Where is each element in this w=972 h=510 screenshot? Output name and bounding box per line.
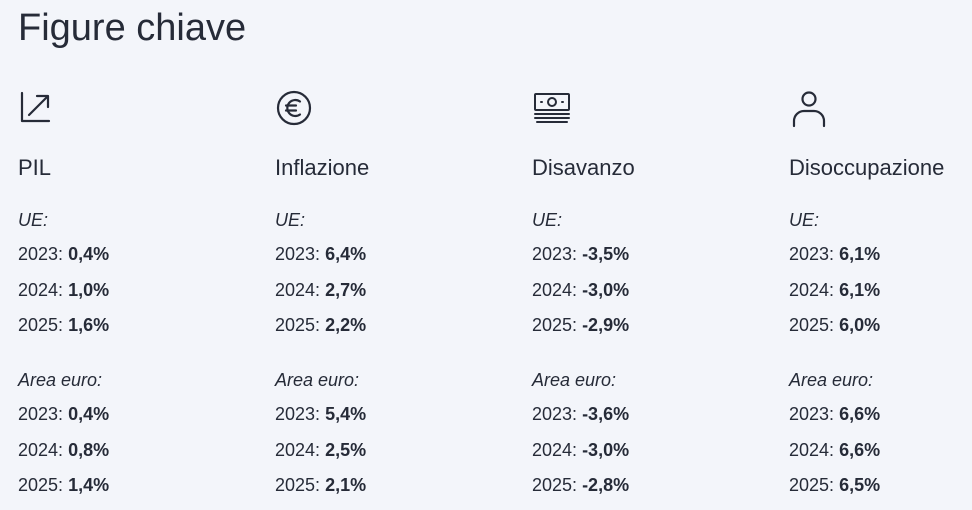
figure-value: 6,5%: [839, 475, 881, 495]
figure-row: 2024: -3,0%: [532, 278, 629, 302]
figure-value: 6,1%: [839, 280, 881, 300]
figure-value: 1,4%: [68, 475, 110, 495]
figure-value: -3,5%: [582, 244, 630, 264]
figure-year: 2023:: [18, 244, 64, 264]
figure-row: 2025: 2,1%: [275, 473, 366, 497]
figure-value: 6,6%: [839, 440, 881, 460]
figure-value: 6,4%: [325, 244, 367, 264]
group-label-eu: UE:: [275, 210, 306, 230]
figure-year: 2023:: [532, 404, 578, 424]
person-icon: [789, 88, 829, 128]
figure-year: 2023:: [789, 404, 835, 424]
figure-value: -2,9%: [582, 315, 630, 335]
figure-value: 0,4%: [68, 404, 110, 424]
figure-row: 2025: -2,9%: [532, 313, 629, 337]
figure-row: 2024: 6,1%: [789, 278, 880, 302]
group-label-euro-area: Area euro:: [789, 370, 874, 390]
figure-year: 2024:: [789, 280, 835, 300]
figure-row: 2025: 1,4%: [18, 473, 109, 497]
banknote-stack-icon: [532, 88, 572, 128]
key-figure-title: Inflazione: [275, 155, 370, 180]
group-label-euro-area: Area euro:: [532, 370, 617, 390]
figure-value: 6,6%: [839, 404, 881, 424]
figure-row: 2023: 6,1%: [789, 242, 880, 266]
figure-row: 2025: 6,5%: [789, 473, 880, 497]
figure-year: 2025:: [789, 315, 835, 335]
key-figure-title: PIL: [18, 155, 52, 180]
figure-value: 0,4%: [68, 244, 110, 264]
figure-row: 2023: -3,5%: [532, 242, 629, 266]
figure-year: 2023:: [18, 404, 64, 424]
figure-row: 2025: 1,6%: [18, 313, 109, 337]
figure-year: 2025:: [532, 475, 578, 495]
figure-value: 1,0%: [68, 280, 110, 300]
figure-row: 2023: 6,4%: [275, 242, 366, 266]
group-label-eu: UE:: [532, 210, 563, 230]
figure-year: 2025:: [789, 475, 835, 495]
key-figure-title: Disoccupazione: [789, 155, 945, 180]
figure-row: 2024: 6,6%: [789, 438, 880, 462]
figure-year: 2023:: [275, 244, 321, 264]
figure-year: 2024:: [18, 280, 64, 300]
figure-row: 2023: 6,6%: [789, 402, 880, 426]
figure-row: 2024: 2,7%: [275, 278, 366, 302]
figure-value: 2,5%: [325, 440, 367, 460]
figure-row: 2023: 0,4%: [18, 242, 109, 266]
figure-row: 2025: 2,2%: [275, 313, 366, 337]
group-label-eu: UE:: [789, 210, 820, 230]
figure-year: 2025:: [275, 475, 321, 495]
figure-year: 2023:: [275, 404, 321, 424]
figure-year: 2024:: [532, 440, 578, 460]
figure-value: -3,0%: [582, 280, 630, 300]
figure-year: 2023:: [789, 244, 835, 264]
figure-value: 5,4%: [325, 404, 367, 424]
figure-row: 2024: 1,0%: [18, 278, 109, 302]
group-label-eu: UE:: [18, 210, 49, 230]
figure-row: 2025: 6,0%: [789, 313, 880, 337]
figure-year: 2024:: [532, 280, 578, 300]
group-label-euro-area: Area euro:: [18, 370, 103, 390]
figure-year: 2024:: [275, 280, 321, 300]
figure-row: 2024: 2,5%: [275, 438, 366, 462]
euro-coin-icon: [275, 88, 315, 128]
figure-year: 2024:: [18, 440, 64, 460]
figure-value: 6,0%: [839, 315, 881, 335]
figure-row: 2024: 0,8%: [18, 438, 109, 462]
figure-value: 2,2%: [325, 315, 367, 335]
figure-value: 2,1%: [325, 475, 367, 495]
figure-year: 2024:: [275, 440, 321, 460]
figure-value: 0,8%: [68, 440, 110, 460]
figure-value: 2,7%: [325, 280, 367, 300]
page-title: Figure chiave: [18, 7, 247, 49]
figure-year: 2025:: [18, 475, 64, 495]
key-figure-title: Disavanzo: [532, 155, 635, 180]
growth-arrow-icon: [18, 88, 58, 128]
figure-year: 2023:: [532, 244, 578, 264]
figure-row: 2023: -3,6%: [532, 402, 629, 426]
figure-year: 2025:: [275, 315, 321, 335]
figure-row: 2023: 5,4%: [275, 402, 366, 426]
figure-row: 2023: 0,4%: [18, 402, 109, 426]
figure-year: 2025:: [18, 315, 64, 335]
figure-value: 6,1%: [839, 244, 881, 264]
figure-row: 2025: -2,8%: [532, 473, 629, 497]
figure-value: 1,6%: [68, 315, 110, 335]
figure-year: 2024:: [789, 440, 835, 460]
figure-value: -3,6%: [582, 404, 630, 424]
figure-value: -3,0%: [582, 440, 630, 460]
figure-value: -2,8%: [582, 475, 630, 495]
figure-year: 2025:: [532, 315, 578, 335]
figure-row: 2024: -3,0%: [532, 438, 629, 462]
group-label-euro-area: Area euro:: [275, 370, 360, 390]
